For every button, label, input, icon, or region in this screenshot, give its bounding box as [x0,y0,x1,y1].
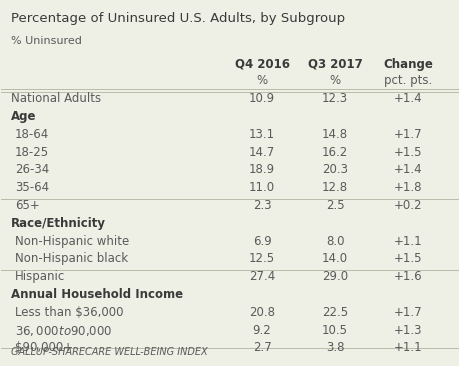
Text: Race/Ethnicity: Race/Ethnicity [11,217,105,230]
Text: 6.9: 6.9 [252,235,271,247]
Text: Non-Hispanic black: Non-Hispanic black [15,253,128,265]
Text: +1.7: +1.7 [393,128,422,141]
Text: 8.0: 8.0 [325,235,344,247]
Text: 65+: 65+ [15,199,40,212]
Text: +0.2: +0.2 [393,199,422,212]
Text: National Adults: National Adults [11,92,101,105]
Text: Age: Age [11,110,36,123]
Text: % Uninsured: % Uninsured [11,36,81,46]
Text: 18-64: 18-64 [15,128,49,141]
Text: 12.3: 12.3 [321,92,347,105]
Text: 18-25: 18-25 [15,146,49,158]
Text: 18.9: 18.9 [248,163,274,176]
Text: Non-Hispanic white: Non-Hispanic white [15,235,129,247]
Text: +1.5: +1.5 [393,253,422,265]
Text: 14.0: 14.0 [321,253,347,265]
Text: Q4 2016: Q4 2016 [234,58,289,71]
Text: 14.8: 14.8 [321,128,347,141]
Text: +1.8: +1.8 [393,181,422,194]
Text: 9.2: 9.2 [252,324,271,337]
Text: GALLUP-SHARECARE WELL-BEING INDEX: GALLUP-SHARECARE WELL-BEING INDEX [11,347,207,357]
Text: Percentage of Uninsured U.S. Adults, by Subgroup: Percentage of Uninsured U.S. Adults, by … [11,12,344,25]
Text: +1.4: +1.4 [393,92,422,105]
Text: 11.0: 11.0 [248,181,274,194]
Text: Hispanic: Hispanic [15,270,65,283]
Text: 2.7: 2.7 [252,341,271,354]
Text: 12.5: 12.5 [248,253,274,265]
Text: Change: Change [382,58,432,71]
Text: +1.6: +1.6 [393,270,422,283]
Text: 29.0: 29.0 [321,270,347,283]
Text: +1.7: +1.7 [393,306,422,319]
Text: 2.3: 2.3 [252,199,271,212]
Text: Less than $36,000: Less than $36,000 [15,306,123,319]
Text: pct. pts.: pct. pts. [383,74,431,87]
Text: 10.5: 10.5 [321,324,347,337]
Text: 2.5: 2.5 [325,199,344,212]
Text: 20.8: 20.8 [248,306,274,319]
Text: Q3 2017: Q3 2017 [307,58,362,71]
Text: 16.2: 16.2 [321,146,347,158]
Text: +1.1: +1.1 [393,341,422,354]
Text: 10.9: 10.9 [248,92,274,105]
Text: +1.3: +1.3 [393,324,422,337]
Text: +1.5: +1.5 [393,146,422,158]
Text: $36,000 to $90,000: $36,000 to $90,000 [15,324,112,337]
Text: 22.5: 22.5 [321,306,347,319]
Text: $90,000+: $90,000+ [15,341,73,354]
Text: +1.1: +1.1 [393,235,422,247]
Text: 27.4: 27.4 [248,270,274,283]
Text: 14.7: 14.7 [248,146,274,158]
Text: +1.4: +1.4 [393,163,422,176]
Text: Annual Household Income: Annual Household Income [11,288,182,301]
Text: 12.8: 12.8 [321,181,347,194]
Text: 13.1: 13.1 [248,128,274,141]
Text: %: % [329,74,340,87]
Text: 20.3: 20.3 [321,163,347,176]
Text: 3.8: 3.8 [325,341,344,354]
Text: 26-34: 26-34 [15,163,49,176]
Text: 35-64: 35-64 [15,181,49,194]
Text: %: % [256,74,267,87]
